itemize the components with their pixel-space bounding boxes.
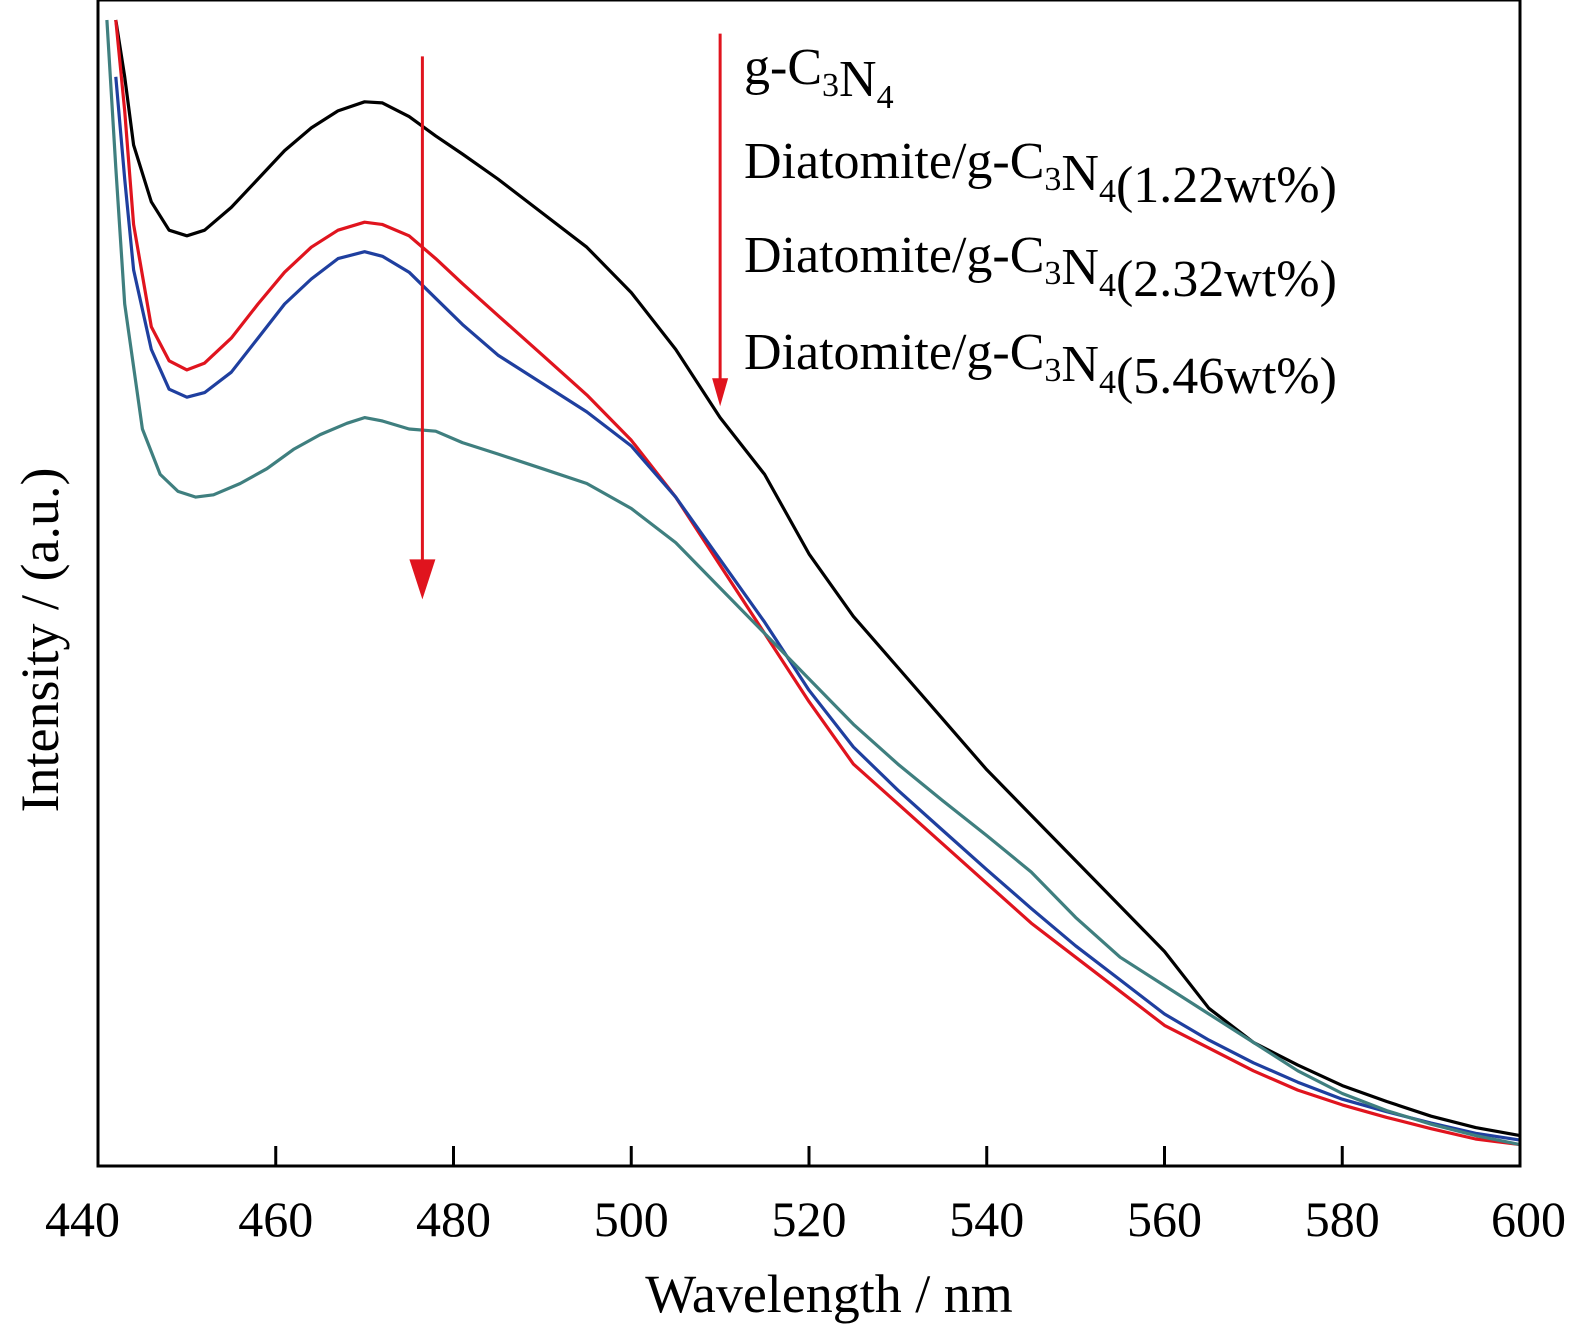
x-tick-label: 580 — [1305, 1191, 1380, 1247]
legend: g-C3N4 Diatomite/g-C3N4(1.22wt%) Diatomite… — [744, 39, 1337, 405]
series-line-3 — [114, 76, 1521, 1142]
x-tick-label: 600 — [1491, 1191, 1566, 1247]
x-axis-title: Wavelength / nm — [645, 1264, 1013, 1324]
series-layer — [105, 19, 1521, 1147]
x-tick-label: 480 — [416, 1191, 491, 1247]
arrow-head — [712, 378, 729, 407]
x-tick-label: 520 — [772, 1191, 847, 1247]
legend-entry-1: g-C3N4 — [744, 39, 894, 116]
x-tick-label: 540 — [949, 1191, 1024, 1247]
legend-entry-3: Diatomite/g-C3N4(2.32wt%) — [744, 227, 1337, 308]
legend-entry-4: Diatomite/g-C3N4(5.46wt%) — [744, 324, 1337, 405]
series-line-2 — [114, 19, 1521, 1147]
x-tick-label: 500 — [594, 1191, 669, 1247]
series-line-4 — [105, 19, 1521, 1147]
x-tick-label: 560 — [1127, 1191, 1202, 1247]
x-tick-label: 440 — [45, 1191, 120, 1247]
series-line-1 — [114, 19, 1521, 1138]
arrow-head — [409, 559, 436, 600]
annotation-arrows — [409, 33, 729, 600]
x-axis: 440 460 480 500 520 540 560 580 600 — [45, 1146, 1566, 1247]
y-axis-title: Intensity / (a.u.) — [10, 468, 70, 813]
x-tick-label: 460 — [238, 1191, 313, 1247]
legend-entry-2: Diatomite/g-C3N4(1.22wt%) — [744, 133, 1337, 214]
